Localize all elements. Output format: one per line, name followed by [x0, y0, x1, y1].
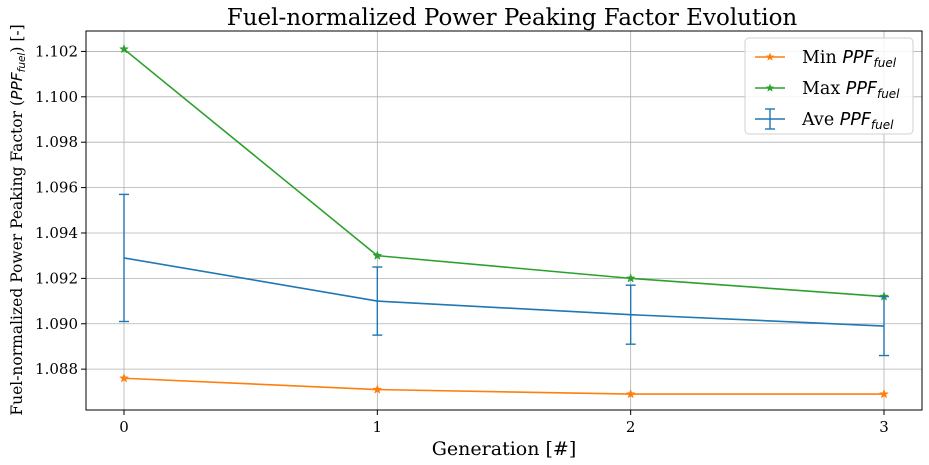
- x-axis: 0 1 2 3: [119, 410, 889, 436]
- y-axis-label-prefix: Fuel-normalized Power Peaking Factor (: [8, 100, 26, 416]
- x-axis-label: Generation [#]: [432, 438, 577, 460]
- data-point-max: [119, 43, 129, 54]
- legend-label-ave: Ave PPFfuel: [801, 110, 894, 132]
- y-axis-label: Fuel-normalized Power Peaking Factor (PP…: [8, 24, 28, 415]
- plot-frame: [85, 30, 923, 411]
- data-point-min: [879, 388, 889, 399]
- series-min: [119, 373, 889, 399]
- x-tick-label: 0: [119, 418, 129, 436]
- series-line-max: [123, 48, 885, 298]
- legend-label-min: Min PPFfuel: [802, 48, 897, 70]
- legend-marker-min: [765, 52, 775, 61]
- legend-sub-min: fuel: [874, 56, 897, 70]
- y-tick-label: 1.090: [35, 315, 78, 333]
- y-tick-label: 1.092: [35, 269, 78, 287]
- y-tick-label: 1.096: [35, 179, 78, 197]
- y-tick-label: 1.094: [35, 224, 78, 242]
- series-line-ave: [123, 257, 885, 327]
- y-axis-label-suffix: ) [-]: [8, 24, 26, 52]
- y-tick-label: 1.100: [35, 88, 78, 106]
- y-axis: 1.088 1.090 1.092 1.094 1.096 1.098 1.100 1.102: [35, 42, 86, 378]
- data-point-min: [119, 373, 129, 383]
- x-tick-label: 3: [879, 418, 889, 436]
- legend-name-ave: Ave: [801, 110, 840, 130]
- legend-var-min: PPF: [842, 48, 874, 68]
- legend-var-max: PPF: [846, 79, 878, 99]
- legend-name-min: Min: [802, 48, 842, 68]
- series-layer: [119, 43, 889, 399]
- series-line-min: [123, 377, 884, 395]
- legend-name-max: Max: [802, 79, 846, 99]
- legend-sub-ave: fuel: [871, 118, 894, 132]
- legend-var-ave: PPF: [840, 110, 872, 130]
- grid: [86, 31, 922, 410]
- legend-label-max: Max PPFfuel: [802, 79, 900, 101]
- data-point-min: [625, 388, 636, 399]
- data-point-max: [372, 250, 383, 260]
- legend-sub-max: fuel: [877, 87, 900, 101]
- data-point-min: [372, 384, 383, 394]
- legend-marker-max: [765, 83, 775, 92]
- series-ave: [119, 193, 889, 357]
- x-tick-label: 2: [626, 418, 636, 436]
- chart-title: Fuel-normalized Power Peaking Factor Evo…: [227, 5, 798, 31]
- y-tick-label: 1.098: [35, 133, 78, 151]
- legend-box: [744, 37, 914, 135]
- y-tick-label: 1.102: [35, 42, 78, 60]
- data-point-max: [625, 273, 636, 283]
- x-tick-label: 1: [373, 418, 383, 436]
- y-tick-label: 1.088: [35, 360, 78, 378]
- y-axis-label-sub: fuel: [16, 53, 28, 73]
- y-axis-label-var: PPF: [8, 71, 26, 100]
